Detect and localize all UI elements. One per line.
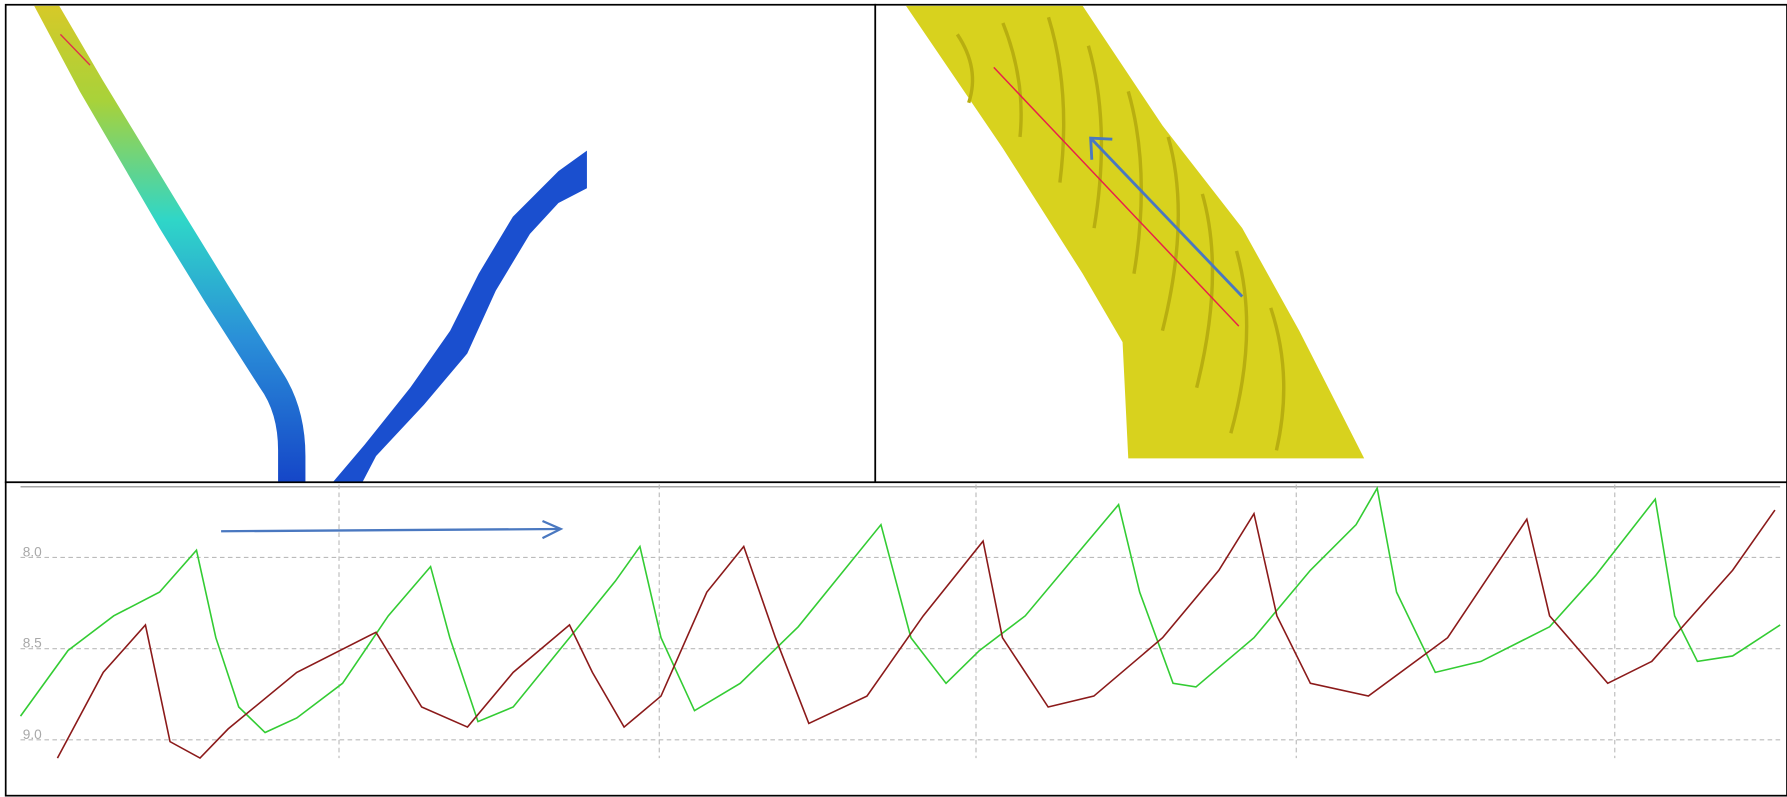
map-panel-right <box>875 5 1787 483</box>
panel-frame <box>6 5 876 483</box>
y-tick-label: 9.0 <box>23 727 42 742</box>
page: {"chart_data": {"type": "line", "xlim": … <box>0 0 1787 797</box>
map-panel-left <box>6 5 876 483</box>
y-tick-label: 8.5 <box>23 636 42 651</box>
y-tick-label: 8.0 <box>23 545 42 560</box>
figure: 8.0 8.5 9.0 <box>0 0 1787 797</box>
